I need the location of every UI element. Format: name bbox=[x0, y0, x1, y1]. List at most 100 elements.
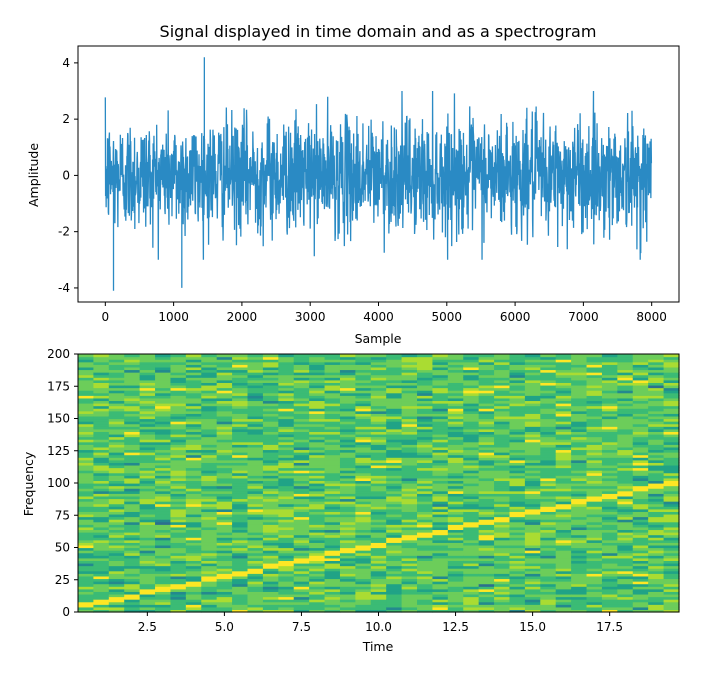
spectrogram-cell bbox=[648, 526, 665, 531]
spectrogram-cell bbox=[386, 485, 403, 489]
spectrogram-cell bbox=[293, 410, 310, 414]
spectrogram-cell bbox=[632, 599, 649, 603]
spectrogram-cell bbox=[185, 544, 202, 549]
spectrogram-cell bbox=[617, 467, 634, 471]
spectrogram-cell bbox=[247, 601, 264, 605]
spectrogram-cell bbox=[494, 506, 511, 510]
spectrogram-cell bbox=[339, 539, 356, 543]
spectrogram-cell bbox=[432, 457, 449, 461]
spectrogram-cell bbox=[293, 568, 310, 572]
spectrogram-cell bbox=[155, 428, 172, 432]
spectrogram-cell bbox=[293, 421, 310, 425]
spectrogram-cell bbox=[509, 552, 526, 556]
spectrogram-cell bbox=[170, 601, 187, 605]
spectrogram-cell bbox=[509, 418, 526, 422]
spectrogram-cell bbox=[386, 384, 403, 389]
spectrogram-cell bbox=[139, 552, 156, 556]
spectrogram-cell bbox=[293, 459, 310, 463]
spectrogram-cell bbox=[601, 593, 618, 598]
spectrogram-cell bbox=[170, 547, 187, 551]
spectrogram-cell bbox=[155, 403, 172, 407]
spectrogram-cell bbox=[93, 359, 110, 363]
spectrogram-cell bbox=[124, 395, 141, 399]
spectrogram-cell bbox=[201, 472, 218, 476]
spectrogram-cell bbox=[170, 586, 187, 590]
spectrogram-cell bbox=[201, 534, 218, 538]
spectrogram-cell bbox=[586, 513, 603, 518]
spectrogram-cell bbox=[370, 542, 387, 546]
spectrogram-cell bbox=[648, 485, 665, 489]
spectrogram-cell bbox=[509, 441, 526, 445]
spectrogram-cell bbox=[571, 436, 588, 440]
spectrogram-cell bbox=[278, 428, 295, 432]
spectrogram-cell bbox=[232, 534, 249, 538]
spectrogram-cell bbox=[494, 513, 511, 518]
spectrogram-cell bbox=[571, 490, 588, 494]
spectrogram-cell bbox=[447, 415, 464, 420]
spectrogram-cell bbox=[139, 410, 156, 414]
spectrogram-cell bbox=[124, 400, 141, 404]
spectrogram-cell bbox=[663, 521, 680, 525]
spectrogram-cell bbox=[355, 359, 372, 363]
spectrogram-cell bbox=[155, 457, 172, 461]
spectrogram-cell bbox=[524, 573, 541, 577]
spectrogram-cell bbox=[586, 415, 603, 420]
spectrogram-cell bbox=[185, 446, 202, 451]
spectrogram-cell bbox=[201, 387, 218, 391]
spectrogram-cell bbox=[355, 436, 372, 440]
spectrogram-cell bbox=[447, 516, 464, 520]
spectrogram-cell bbox=[339, 452, 356, 456]
spectrogram-cell bbox=[78, 366, 95, 371]
spectrogram-cell bbox=[262, 361, 279, 365]
spectrogram-cell bbox=[509, 568, 526, 572]
spectrogram-cell bbox=[524, 392, 541, 396]
spectrogram-cell bbox=[571, 431, 588, 435]
spectrogram-cell bbox=[432, 488, 449, 492]
spectrogram-cell bbox=[540, 570, 557, 574]
spectrogram-cell bbox=[370, 356, 387, 360]
spectrogram-cell bbox=[309, 384, 326, 389]
spectrogram-cell bbox=[478, 356, 495, 360]
spectrogram-cell bbox=[170, 426, 187, 430]
spectrogram-cell bbox=[108, 483, 125, 487]
spectrogram-cell bbox=[447, 488, 464, 492]
spectrogram-cell bbox=[247, 588, 264, 592]
spectrogram-cell bbox=[632, 488, 649, 492]
spectrogram-cell bbox=[278, 508, 295, 512]
spectrogram-cell bbox=[93, 593, 110, 598]
spectrogram-cell bbox=[463, 431, 480, 435]
spectrogram-cell bbox=[108, 369, 125, 373]
spectrogram-cell bbox=[124, 544, 141, 549]
spectrogram-cell bbox=[201, 537, 218, 541]
spectrogram-cell bbox=[555, 457, 572, 461]
spectrogram-cell bbox=[170, 436, 187, 440]
spectrogram-cell bbox=[571, 606, 588, 611]
spectrogram-cell bbox=[648, 495, 665, 500]
spectrogram-cell bbox=[78, 578, 95, 582]
spectrogram-cell bbox=[339, 459, 356, 463]
spectrogram-cell bbox=[185, 372, 202, 376]
spectrogram-cell bbox=[247, 433, 264, 438]
spectrogram-cell bbox=[571, 405, 588, 409]
spectrogram-cell bbox=[370, 413, 387, 417]
spectrogram-cell bbox=[617, 539, 634, 543]
spectrogram-cell bbox=[524, 446, 541, 451]
spectrogram-cell bbox=[540, 359, 557, 363]
spectrogram-cell bbox=[278, 372, 295, 376]
spectrogram-cell bbox=[185, 506, 202, 510]
spectrogram-cell bbox=[78, 467, 95, 471]
spectrogram-cell bbox=[232, 596, 249, 600]
spectrogram-cell bbox=[355, 485, 372, 489]
spectrogram-cell bbox=[216, 397, 233, 402]
spectrogram-cell bbox=[432, 498, 449, 502]
spectrogram-cell bbox=[524, 477, 541, 482]
spectrogram-cell bbox=[339, 477, 356, 482]
spectrogram-cell bbox=[478, 387, 495, 391]
spectrogram-cell bbox=[401, 356, 418, 360]
spectrogram-cell bbox=[663, 609, 680, 613]
spectrogram-cell bbox=[555, 449, 572, 453]
spectrogram-cell bbox=[185, 570, 202, 574]
spectrogram-cell bbox=[617, 379, 634, 383]
spectrogram-cell bbox=[463, 403, 480, 407]
spectrogram-cell bbox=[386, 441, 403, 445]
